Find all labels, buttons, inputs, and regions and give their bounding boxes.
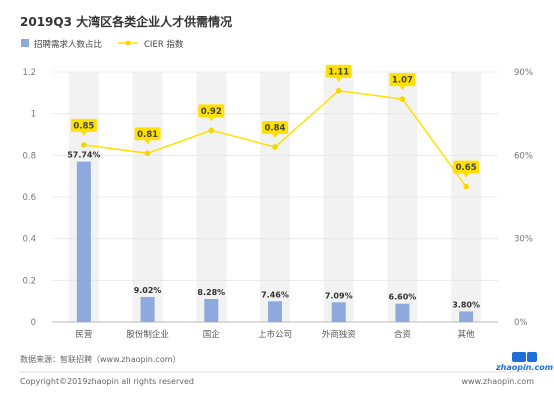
category-label: 民营: [75, 329, 92, 340]
cier-label-box: [134, 127, 161, 141]
chart-title: 2019Q3 大湾区各类企业人才供需情况: [20, 14, 232, 29]
cier-value-label: 0.81: [137, 130, 158, 140]
cier-value-label: 0.65: [456, 163, 477, 173]
bar: [140, 296, 155, 322]
cier-point: [208, 127, 215, 134]
cier-point: [81, 142, 87, 148]
left-axis: 0 0.2 0.4 0.6 0.8 1 1.2: [22, 68, 36, 328]
cier-label-box: [70, 118, 97, 132]
left-tick-label: 0: [31, 318, 36, 328]
cier-label-pointer: [399, 86, 406, 91]
right-axis: 0% 30% 60% 90%: [514, 68, 533, 328]
bar: [268, 301, 282, 322]
footer-url: www.zhaopin.com: [461, 377, 534, 386]
category-label: 合资: [394, 329, 412, 340]
bar-value-label: 3.80%: [452, 300, 480, 309]
cier-label-pointer: [272, 134, 278, 138]
cier-value-label: 1.07: [392, 76, 413, 86]
cier-point: [463, 183, 469, 190]
legend-line-label: CIER 指数: [144, 39, 184, 50]
cier-line: [81, 87, 469, 190]
legend-bar-swatch: [21, 39, 29, 47]
bar-value-label: 7.09%: [325, 291, 353, 300]
cier-value-label: 1.11: [328, 67, 349, 77]
right-tick-label: 60%: [514, 151, 533, 161]
bar-labels: 57.74% 9.02% 8.28% 7.46% 7.09% 6.60% 3.80%: [67, 151, 480, 310]
cier-point: [144, 150, 151, 157]
cier-label-box: [389, 73, 416, 87]
left-tick-label: 0.2: [22, 276, 36, 286]
bar-value-label: 6.60%: [389, 293, 417, 302]
legend-bar-label: 招聘需求人数占比: [34, 39, 102, 50]
cier-label-pointer: [463, 173, 470, 178]
cier-value-label: 0.85: [73, 121, 94, 131]
left-tick-label: 1: [31, 110, 36, 120]
cier-label-box: [198, 104, 225, 118]
bar-value-label: 7.46%: [261, 290, 289, 299]
left-tick-label: 0.4: [22, 235, 36, 245]
category-label: 其他: [458, 329, 476, 340]
cier-point: [399, 96, 406, 102]
copyright: Copyright©2019zhaopin all rights reserve…: [20, 377, 194, 386]
right-tick-label: 30%: [514, 235, 533, 245]
cier-value-label: 0.92: [201, 107, 222, 117]
left-tick-label: 0.6: [22, 193, 36, 203]
category-label: 上市公司: [258, 329, 292, 340]
cier-point: [335, 87, 342, 94]
category-label: 外商独资: [322, 329, 357, 340]
category-label: 国企: [203, 329, 221, 340]
cier-labels: 0.85 0.81 0.92 0.84 1.11 1.07 0.65: [70, 64, 480, 178]
bar: [459, 311, 474, 322]
cier-label-pointer: [80, 131, 87, 136]
cier-label-box: [262, 121, 288, 134]
cier-label-pointer: [208, 117, 215, 122]
cier-point: [272, 144, 278, 150]
cier-label-box: [453, 160, 480, 174]
bars: [76, 161, 474, 322]
cier-value-label: 0.84: [265, 124, 286, 134]
bar: [76, 161, 91, 322]
category-axis: 民营 股份制企业 国企 上市公司 外商独资 合资 其他: [75, 329, 475, 340]
left-tick-label: 0.8: [22, 151, 36, 161]
cier-label-pointer: [335, 77, 342, 82]
cier-label-pointer: [144, 140, 151, 145]
right-tick-label: 90%: [514, 68, 533, 78]
bar-value-label: 9.02%: [134, 286, 162, 295]
legend-line-marker: [125, 40, 131, 46]
right-tick-label: 0%: [514, 318, 528, 328]
legend: 招聘需求人数占比 CIER 指数: [21, 39, 184, 50]
svg-text:zhaopin.com: zhaopin.com: [495, 363, 553, 372]
bar-value-label: 8.28%: [197, 288, 225, 297]
category-label: 股份制企业: [126, 329, 169, 340]
cier-label-box: [325, 64, 352, 78]
bar-value-label: 57.74%: [67, 151, 100, 160]
bar: [395, 303, 410, 322]
bar: [204, 299, 219, 322]
footer: 数据来源：智联招聘（www.zhaopin.com） zhaopin.com C…: [20, 352, 553, 386]
zhaopin-logo: zhaopin.com: [495, 352, 553, 372]
bar: [331, 302, 346, 322]
data-source: 数据来源：智联招聘（www.zhaopin.com）: [20, 354, 181, 364]
left-tick-label: 1.2: [22, 68, 36, 78]
